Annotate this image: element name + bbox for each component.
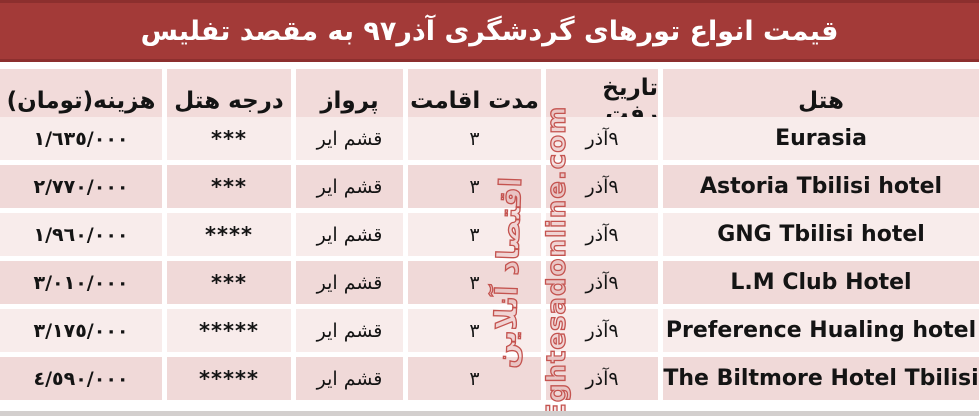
cell-grade: **** — [167, 213, 291, 256]
cell-date: ۹آذر — [546, 213, 658, 256]
cell-duration: ٣ — [408, 165, 541, 208]
page-title: قیمت انواع تورهای گردشگری آذر۹۷ به مقصد … — [140, 15, 839, 47]
cell-duration: ٣ — [408, 309, 541, 352]
cell-flight: قشم ایر — [296, 117, 403, 160]
cell-hotel: The Biltmore Hotel Tbilisi — [663, 357, 979, 400]
bottom-edge-strip — [0, 411, 979, 416]
cell-duration: ٣ — [408, 213, 541, 256]
cell-price: ١/٦٣٥/٠٠٠ — [0, 117, 162, 160]
cell-hotel: Preference Hualing hotel — [663, 309, 979, 352]
cell-date: ۹آذر — [546, 309, 658, 352]
cell-price: ٣/٠١٠/٠٠٠ — [0, 261, 162, 304]
cell-grade: ***** — [167, 309, 291, 352]
cell-grade: ***** — [167, 357, 291, 400]
cell-date: ۹آذر — [546, 357, 658, 400]
title-bar: قیمت انواع تورهای گردشگری آذر۹۷ به مقصد … — [0, 0, 979, 62]
cell-price: ١/٩٦٠/٠٠٠ — [0, 213, 162, 256]
cell-duration: ٣ — [408, 261, 541, 304]
cell-hotel: Eurasia — [663, 117, 979, 160]
cell-date: ۹آذر — [546, 261, 658, 304]
cell-price: ٣/١٧٥/٠٠٠ — [0, 309, 162, 352]
cell-grade: *** — [167, 165, 291, 208]
cell-price: ٤/٥٩٠/٠٠٠ — [0, 357, 162, 400]
cell-hotel: GNG Tbilisi hotel — [663, 213, 979, 256]
cell-date: ۹آذر — [546, 117, 658, 160]
cell-hotel: L.M Club Hotel — [663, 261, 979, 304]
cell-flight: قشم ایر — [296, 261, 403, 304]
cell-duration: ٣ — [408, 117, 541, 160]
cell-flight: قشم ایر — [296, 213, 403, 256]
cell-price: ٢/٧٧٠/٠٠٠ — [0, 165, 162, 208]
cell-flight: قشم ایر — [296, 309, 403, 352]
price-table: هتل تاریخ رفت مدت اقامت پرواز درجه هتل ه… — [0, 69, 979, 400]
cell-duration: ٣ — [408, 357, 541, 400]
cell-date: ۹آذر — [546, 165, 658, 208]
cell-flight: قشم ایر — [296, 357, 403, 400]
cell-grade: *** — [167, 261, 291, 304]
cell-flight: قشم ایر — [296, 165, 403, 208]
cell-hotel: Astoria Tbilisi hotel — [663, 165, 979, 208]
cell-grade: *** — [167, 117, 291, 160]
